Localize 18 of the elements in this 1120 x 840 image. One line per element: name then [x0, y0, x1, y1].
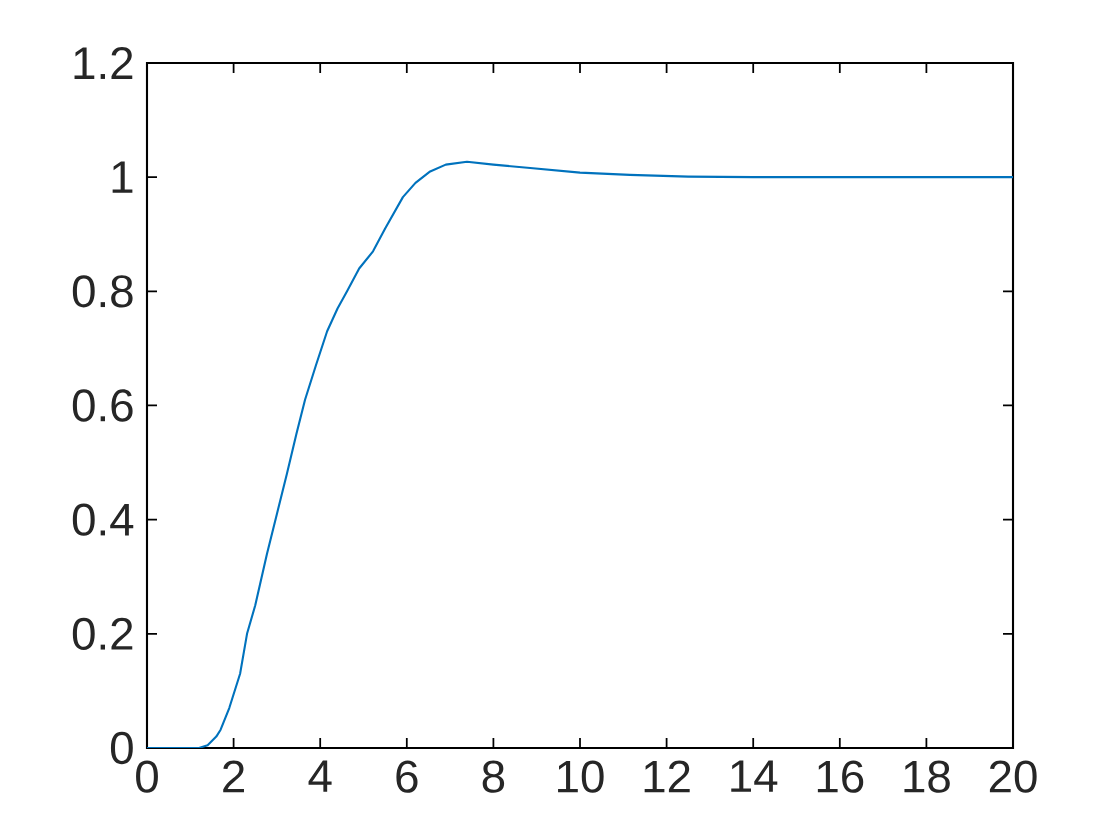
x-tick-label: 0 — [136, 760, 158, 793]
x-tick-label: 18 — [904, 760, 950, 793]
y-tick-label: 0.6 — [72, 389, 133, 422]
x-tick-label: 12 — [644, 760, 690, 793]
y-tick-label: 0 — [110, 731, 133, 765]
x-tick-label: 10 — [558, 760, 604, 793]
x-tick-label: 14 — [731, 760, 778, 792]
x-tick-label: 2 — [223, 760, 244, 793]
y-tick-label: 1.2 — [74, 47, 133, 79]
y-tick-label: 0.8 — [72, 275, 133, 308]
x-tick-label: 16 — [817, 760, 864, 793]
y-tick-label: 0.4 — [72, 503, 134, 536]
x-tick-label: 8 — [482, 760, 505, 793]
x-tick-label: 20 — [989, 760, 1037, 793]
x-tick-label: 6 — [396, 760, 418, 793]
x-tick-label: 4 — [308, 760, 332, 792]
y-tick-label: 1 — [112, 161, 133, 193]
y-tick-label: 0.2 — [72, 617, 133, 650]
